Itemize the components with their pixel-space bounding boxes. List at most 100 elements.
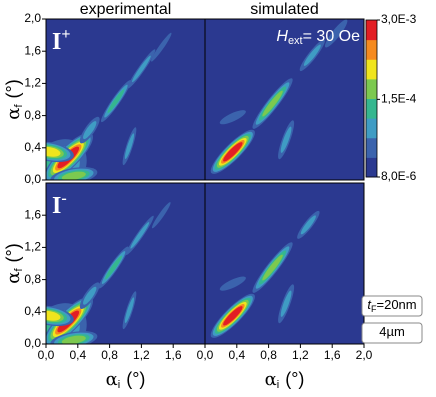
- intensity-contour: [280, 126, 292, 153]
- y-tick-label: 1,6: [24, 43, 41, 57]
- intensity-contour: [303, 44, 321, 66]
- x-axis-symbol: α: [106, 369, 118, 390]
- row-label-text: I: [52, 193, 61, 219]
- note-text: tF=20nm: [367, 297, 416, 314]
- annotation-sub: ext: [288, 35, 303, 47]
- y-tick-label: 0,8: [24, 272, 41, 286]
- y-tick-label: 0,8: [24, 108, 41, 122]
- x-tick-label: 1,6: [165, 348, 182, 362]
- x-tick-label: 1,2: [133, 348, 150, 362]
- x-tick-label: 2,0: [356, 348, 373, 362]
- x-axis-symbol: α: [265, 369, 277, 390]
- column-title: experimental: [80, 1, 172, 18]
- heatmap-panel: [46, 183, 205, 344]
- note-box: [361, 295, 423, 317]
- intensity-contour: [105, 255, 123, 280]
- colorbar-segment: [366, 39, 377, 60]
- intensity-contour: [46, 146, 61, 157]
- intensity-contour: [219, 276, 246, 291]
- column-title: simulated: [250, 1, 318, 18]
- y-tick-label: 0,4: [24, 304, 41, 318]
- y-axis-unit: (°): [3, 79, 23, 98]
- intensity-contour: [151, 32, 172, 62]
- y-tick-label: 0,0: [24, 336, 41, 350]
- x-tick-label: 1,6: [324, 348, 341, 362]
- y-tick-label: 0,4: [24, 140, 41, 154]
- note-text: 4µm: [379, 324, 405, 339]
- note-box: [361, 322, 423, 344]
- colorbar-segment: [366, 98, 377, 119]
- heatmap-panel: [46, 19, 205, 180]
- annotation: Hext= 30 Oe: [276, 28, 360, 47]
- y-axis-symbol: α: [3, 108, 24, 120]
- intensity-contour: [219, 110, 246, 125]
- y-tick-label: 1,6: [24, 207, 41, 221]
- annotation-symbol: H: [276, 28, 288, 45]
- y-tick-label: 2,0: [24, 11, 41, 25]
- note-symbol: t: [367, 297, 372, 312]
- row-label: I+: [52, 26, 70, 55]
- colorbar-segment: [366, 59, 377, 80]
- x-tick-label: 1,2: [292, 348, 309, 362]
- intensity-contour: [107, 89, 125, 113]
- intensity-contour: [61, 335, 86, 344]
- panel-frame: [204, 18, 365, 181]
- x-tick-label: 0,0: [38, 348, 55, 362]
- colorbar-segment: [366, 157, 377, 178]
- intensity-contour: [223, 142, 243, 162]
- heatmap-panel: [205, 19, 364, 180]
- note-rest: =20nm: [377, 297, 417, 312]
- row-label: I-: [52, 190, 67, 219]
- x-tick-label: 0,4: [69, 348, 86, 362]
- y-axis-unit: (°): [3, 243, 23, 262]
- intensity-contour: [83, 121, 97, 140]
- y-tick-label: 0,0: [24, 172, 41, 186]
- intensity-contour: [46, 310, 61, 321]
- intensity-contour: [124, 133, 135, 159]
- intensity-contour: [83, 286, 97, 305]
- heatmap-panel: [205, 183, 364, 344]
- colorbar-frame: [365, 19, 378, 178]
- y-axis-sub: f: [13, 104, 25, 108]
- intensity-contour: [132, 55, 151, 83]
- intensity-contour: [262, 90, 283, 117]
- intensity-contour: [223, 306, 243, 326]
- intensity-contour: [300, 215, 316, 235]
- x-axis-sub: i: [118, 379, 120, 391]
- x-tick-label: 0,8: [101, 348, 118, 362]
- colorbar-segment: [366, 20, 377, 41]
- x-axis-sub: i: [277, 379, 279, 391]
- y-axis-label: αf (°): [3, 79, 25, 119]
- colorbar-segment: [366, 78, 377, 99]
- intensity-contour: [280, 290, 292, 317]
- note-rest: 4µm: [379, 324, 405, 339]
- colorbar-tick-label: 1,5E-4: [381, 92, 417, 106]
- y-tick-label: 1,2: [24, 76, 41, 90]
- row-label-sup: -: [61, 190, 66, 207]
- row-label-sup: +: [61, 26, 70, 43]
- intensity-contour: [124, 297, 135, 323]
- panel-frame: [204, 182, 365, 345]
- y-axis-label: αf (°): [3, 243, 25, 283]
- x-axis-unit: (°): [285, 369, 304, 389]
- colorbar-segment: [366, 118, 377, 139]
- x-axis-label: αi (°): [106, 369, 146, 391]
- x-tick-label: 0,0: [197, 348, 214, 362]
- intensity-contour: [262, 254, 283, 281]
- y-axis-symbol: α: [3, 272, 24, 284]
- x-axis-label: αi (°): [265, 369, 305, 391]
- intensity-contour: [151, 202, 171, 229]
- note-sub: F: [371, 304, 377, 314]
- x-axis-unit: (°): [126, 369, 145, 389]
- intensity-contour: [130, 222, 150, 249]
- x-tick-label: 0,8: [260, 348, 277, 362]
- colorbar-tick-label: 3,0E-3: [381, 12, 417, 26]
- intensity-contour: [61, 171, 86, 180]
- row-label-text: I: [52, 29, 61, 55]
- colorbar-tick-label: 8,0E-6: [381, 169, 417, 183]
- colorbar-segment: [366, 137, 377, 158]
- x-tick-label: 0,4: [228, 348, 245, 362]
- y-axis-sub: f: [13, 268, 25, 272]
